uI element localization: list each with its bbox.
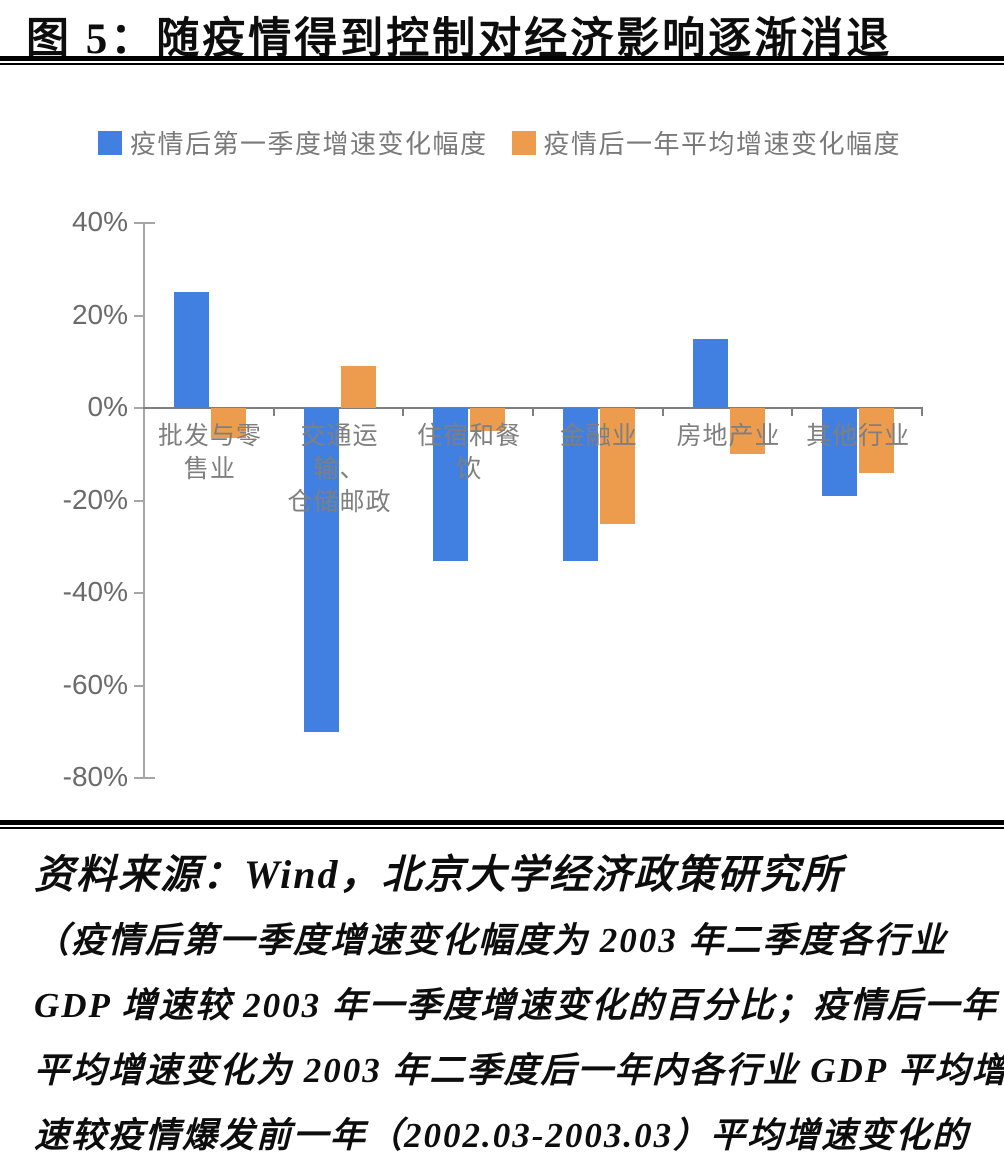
category-label-line: 住宿和餐 — [417, 422, 522, 450]
y-axis-top-cap — [143, 222, 155, 224]
bar-chart: 40% 20% 0% -20% -40% -60% -80% 批发与零 售业 交通运输、 仓储邮政住… — [62, 206, 923, 792]
chart-legend: 疫情后第一季度增速变化幅度 疫情后一年平均增速变化幅度 — [98, 124, 901, 161]
bar-one-year-5 — [859, 408, 895, 473]
source-note-line: GDP 增速较 2003 年一季度增速变化的百分比；疫情后一年 — [34, 986, 998, 1025]
legend-label-year-series: 疫情后一年平均增速变化幅度 — [543, 129, 902, 159]
bar-one-year-2 — [470, 408, 506, 432]
category-label-line: 售业 — [183, 455, 236, 483]
y-axis-tick — [134, 684, 143, 687]
legend-item-year-series: 疫情后一年平均增速变化幅度 — [511, 124, 902, 161]
y-tick-label: 0% — [87, 391, 128, 422]
bar-first-quarter-2 — [433, 408, 469, 561]
bar-first-quarter-1 — [303, 408, 339, 732]
legend-item-q1-series: 疫情后第一季度增速变化幅度 — [98, 124, 488, 161]
x-axis-line — [143, 407, 923, 409]
category-label-line: 金融业 — [559, 422, 638, 450]
source-note-line: 平均增速变化为 2003 年二季度后一年内各行业 GDP 平均增 — [34, 1051, 1004, 1090]
bar-one-year-1 — [340, 366, 376, 408]
source-divider-thin-line — [0, 827, 1004, 829]
y-axis-tick — [134, 314, 143, 317]
y-axis-tick — [134, 407, 143, 409]
bar-first-quarter-0 — [173, 292, 209, 408]
x-axis-tick — [921, 409, 923, 416]
category-label-3: 金融业 — [534, 420, 664, 453]
bar-first-quarter-5 — [822, 408, 858, 496]
x-axis-tick — [791, 409, 794, 416]
legend-swatch-orange — [511, 130, 536, 155]
y-axis-line — [143, 223, 145, 778]
legend-label-q1-series: 疫情后第一季度增速变化幅度 — [130, 129, 488, 159]
y-axis-bottom-cap — [143, 777, 155, 779]
category-label-0: 批发与零 售业 — [145, 420, 275, 486]
bar-one-year-3 — [599, 408, 635, 524]
y-tick-label: -60% — [62, 668, 128, 700]
x-axis-tick — [402, 409, 405, 416]
bar-first-quarter-3 — [562, 408, 598, 561]
category-label-line: 其他行业 — [806, 422, 911, 450]
category-label-5: 其他行业 — [793, 420, 923, 453]
source-note-line: 速较疫情爆发前一年（2002.03-2003.03）平均增速变化的 — [34, 1116, 970, 1155]
y-tick-label: -40% — [62, 576, 128, 607]
title-divider-thin-line — [0, 63, 1004, 65]
x-axis-tick — [661, 409, 664, 416]
x-axis-tick — [272, 409, 275, 416]
legend-swatch-blue — [98, 130, 122, 155]
bar-one-year-0 — [210, 408, 246, 439]
y-tick-label: 40% — [71, 206, 128, 237]
source-divider-thick-line — [0, 820, 1004, 825]
category-label-line: 饮 — [456, 455, 483, 483]
source-line: 资料来源：Wind，北京大学经济政策研究所 — [34, 852, 844, 897]
bar-one-year-4 — [729, 408, 765, 455]
bar-first-quarter-4 — [692, 338, 728, 408]
category-label-line: 批发与零 — [157, 422, 262, 450]
y-axis-tick — [134, 592, 143, 594]
title-divider-thick-line — [0, 56, 1004, 61]
category-label-2: 住宿和餐饮 — [404, 420, 534, 486]
source-divider — [0, 820, 1004, 829]
title-divider — [0, 56, 1004, 65]
category-label-line: 交通运输、 — [300, 422, 379, 483]
category-label-line: 仓储邮政 — [287, 488, 392, 516]
x-axis-tick — [532, 409, 534, 416]
y-tick-label: -80% — [62, 761, 128, 792]
source-note-line: （疫情后第一季度增速变化幅度为 2003 年二季度各行业 — [34, 921, 948, 960]
figure-title: 图 5：随疫情得到控制对经济影响逐渐消退 — [26, 16, 893, 63]
category-label-4: 房地产业 — [664, 420, 794, 453]
y-axis-tick — [134, 777, 143, 779]
y-axis-tick — [134, 222, 143, 224]
category-label-line: 房地产业 — [676, 422, 781, 450]
y-tick-label: 20% — [71, 298, 128, 330]
y-axis-tick — [134, 499, 143, 502]
category-label-1: 交通运输、 仓储邮政 — [275, 420, 405, 519]
y-tick-label: -20% — [62, 483, 128, 515]
